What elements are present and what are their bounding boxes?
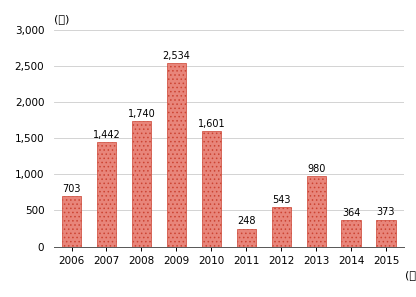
Text: 703: 703 — [62, 184, 81, 194]
Bar — [97, 142, 116, 247]
Text: 1,442: 1,442 — [93, 130, 120, 140]
Text: 364: 364 — [342, 208, 360, 218]
Bar — [132, 121, 151, 247]
Bar — [376, 219, 396, 247]
Bar — [167, 63, 186, 247]
Bar — [272, 207, 291, 247]
Bar — [237, 229, 256, 247]
Text: 373: 373 — [377, 207, 395, 217]
Text: 1,601: 1,601 — [198, 119, 225, 129]
Text: 248: 248 — [237, 217, 255, 226]
Bar — [307, 176, 326, 247]
Bar — [202, 131, 221, 247]
Text: (年): (年) — [405, 270, 416, 280]
Text: (件): (件) — [54, 14, 69, 24]
Text: 2,534: 2,534 — [162, 51, 191, 61]
Text: 980: 980 — [307, 164, 325, 173]
Bar — [342, 220, 361, 247]
Bar — [62, 196, 81, 247]
Text: 543: 543 — [272, 195, 290, 205]
Text: 1,740: 1,740 — [128, 109, 155, 119]
